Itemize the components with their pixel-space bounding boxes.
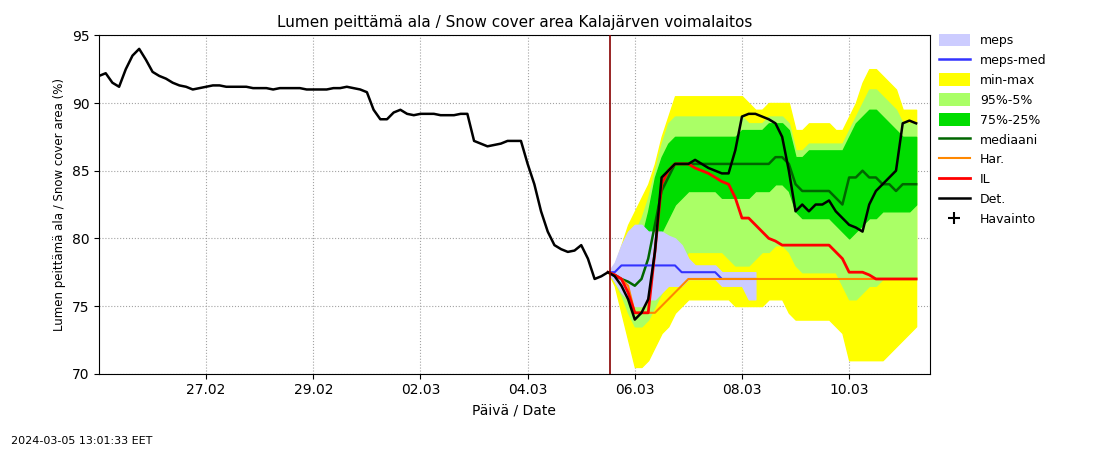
Title: Lumen peittämä ala / Snow cover area Kalajärven voimalaitos: Lumen peittämä ala / Snow cover area Kal… [276,15,752,30]
Y-axis label: Lumen peittämä ala / Snow cover area (%): Lumen peittämä ala / Snow cover area (%) [53,78,66,331]
X-axis label: Päivä / Date: Päivä / Date [472,403,557,417]
Legend: meps, meps-med, min-max, 95%-5%, 75%-25%, mediaani, Har., IL, Det., Havainto: meps, meps-med, min-max, 95%-5%, 75%-25%… [934,28,1052,231]
Text: 2024-03-05 13:01:33 EET: 2024-03-05 13:01:33 EET [11,436,153,446]
